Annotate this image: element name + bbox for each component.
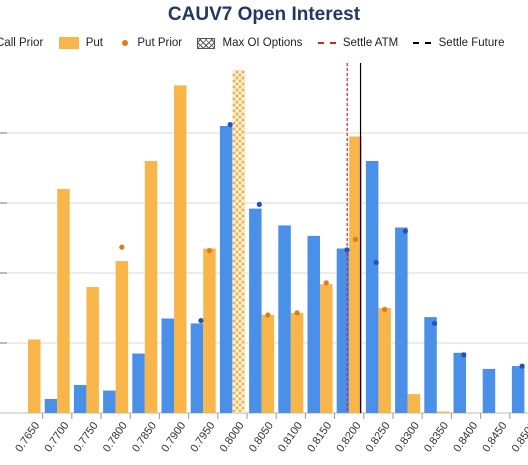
call-bar: [44, 399, 58, 413]
x-tick-labels: 0.7650 0.7700 0.7750 0.7800 0.7850 0.7900 0.79…: [13, 420, 528, 454]
x-tick-label: 0.7900: [159, 420, 188, 454]
x-tick-label: 0.8000: [218, 420, 247, 454]
call-bar: [249, 208, 262, 413]
put-prior-marker: [382, 306, 388, 312]
call-bar: [395, 227, 408, 413]
put-prior-swatch: [122, 40, 129, 46]
legend-item-put-prior[interactable]: Put Prior: [118, 37, 182, 49]
call-bar: [278, 225, 291, 413]
put-bar: [28, 339, 41, 413]
x-tick-label: 0.8450: [480, 420, 509, 454]
put-bar: [349, 136, 362, 413]
legend-label-put: Put: [85, 37, 103, 49]
settle-atm-swatch: [317, 42, 336, 44]
put-bar: [57, 189, 70, 413]
put-bar: [290, 312, 304, 413]
settle-future-swatch: [413, 42, 432, 44]
x-tick-label: 0.8250: [364, 420, 393, 454]
legend-label-put-prior: Put Prior: [137, 37, 183, 49]
legend-item-put[interactable]: Put: [58, 37, 103, 49]
x-tick-label: 0.7700: [42, 420, 71, 454]
put-prior-marker: [265, 312, 271, 318]
legend: Call Prior Put Put Prior Max OI Options …: [0, 37, 516, 55]
put-bar: [203, 248, 216, 413]
put-bar: [174, 85, 187, 414]
call-prior-marker: [373, 259, 379, 266]
x-tick-label: 0.8200: [334, 420, 363, 454]
call-prior-marker: [198, 318, 204, 324]
x-tick-label: 0.8100: [276, 420, 305, 454]
legend-label-max-oi: Max OI Options: [222, 37, 303, 49]
legend-item-settle-future[interactable]: Settle Future: [413, 37, 504, 49]
x-tick-label: 0.7950: [188, 420, 217, 454]
call-prior-marker: [227, 122, 233, 128]
x-tick-label: 0.8500: [510, 420, 528, 454]
max-oi-swatch: [197, 37, 216, 49]
call-prior-marker: [431, 320, 438, 326]
x-tick-label: 0.8400: [451, 420, 480, 454]
call-bar: [103, 390, 116, 413]
put-bar: [144, 161, 158, 413]
put-bar: [436, 411, 450, 413]
put-prior-marker: [352, 236, 359, 242]
call-bar: [161, 318, 174, 413]
legend-label-settle-atm: Settle ATM: [342, 37, 399, 49]
call-prior-marker: [461, 352, 467, 358]
put-bar: [378, 308, 391, 413]
call-bar: [511, 366, 525, 413]
max-oi-put-bar: [232, 70, 245, 413]
legend-label-settle-future: Settle Future: [438, 37, 505, 49]
x-tick-label: 0.8050: [247, 420, 276, 454]
reference-lines: [346, 63, 362, 413]
x-tick-label: 0.7850: [130, 420, 159, 454]
legend-item-call-prior[interactable]: Call Prior: [0, 37, 43, 49]
legend-item-settle-atm[interactable]: Settle ATM: [317, 37, 399, 49]
put-prior-marker: [119, 244, 125, 250]
chart-title: CAUV7 Open Interest: [167, 4, 361, 25]
x-tick-label: 0.8300: [393, 420, 422, 454]
put-prior-marker: [206, 248, 213, 254]
call-bar: [365, 161, 379, 413]
x-tick-label: 0.8350: [422, 420, 451, 454]
call-bar: [132, 353, 145, 413]
call-bar: [73, 385, 87, 413]
put-bar: [86, 287, 99, 413]
call-bar: [190, 323, 204, 413]
markers: [119, 122, 525, 369]
call-bar: [336, 248, 350, 413]
put-prior-marker: [323, 280, 329, 286]
put-bar: [407, 394, 421, 413]
x-tick-label: 0.7650: [13, 420, 42, 454]
x-tick-label: 0.8150: [305, 420, 334, 454]
put-bar: [115, 261, 129, 413]
x-tick-label: 0.7750: [72, 420, 101, 454]
call-bar: [307, 235, 320, 413]
legend-label-call-prior: Call Prior: [0, 37, 44, 49]
put-prior-marker: [294, 310, 300, 316]
call-bar: [219, 126, 233, 413]
call-prior-marker: [256, 201, 262, 207]
call-bar: [482, 368, 496, 413]
call-prior-marker: [519, 363, 525, 369]
call-prior-marker: [402, 228, 408, 234]
legend-item-max-oi[interactable]: Max OI Options: [197, 37, 302, 49]
bars: [28, 70, 525, 414]
call-bar: [424, 317, 437, 413]
put-bar: [320, 284, 333, 413]
x-tick-label: 0.7800: [101, 420, 130, 454]
call-bar: [453, 352, 466, 413]
put-bar: [261, 315, 275, 413]
call-prior-marker: [344, 247, 350, 253]
put-swatch: [58, 37, 79, 49]
